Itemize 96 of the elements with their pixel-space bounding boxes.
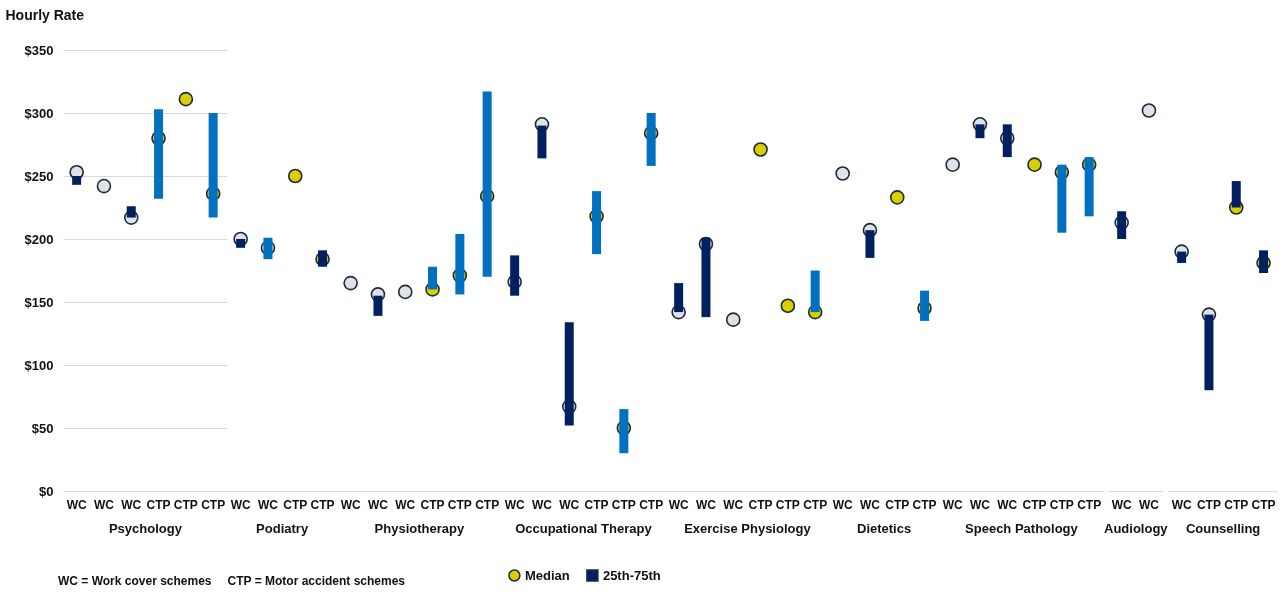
x-tick-label: CTP [912, 497, 937, 512]
point [889, 190, 905, 205]
x-tick-label: CTP [283, 497, 308, 512]
x-tick-label: CTP [1196, 497, 1221, 512]
x-tick-label: WC [230, 497, 251, 512]
x-tick-label: WC [257, 497, 279, 512]
x-tick-label: CTP [310, 497, 335, 512]
bar [428, 266, 438, 290]
x-tick-label: WC [504, 497, 525, 512]
x-axis-title: Physiotherapy [374, 520, 465, 536]
point [835, 166, 850, 181]
bar [72, 176, 82, 185]
x-tick-label: WC [668, 497, 689, 512]
x-tick-label: WC [695, 497, 717, 512]
x-tick-label: WC [1111, 497, 1132, 512]
x-axis-title: Counselling [1185, 520, 1261, 536]
x-axis-title: Psychology [108, 520, 183, 536]
bar [592, 191, 602, 255]
x-tick-label: WC [395, 497, 416, 512]
y-tick-label: $0 [39, 483, 54, 499]
x-tick-label: CTP [611, 497, 636, 512]
text: CTP = Motor accident schemes [227, 574, 406, 588]
bar [1259, 250, 1269, 274]
bar [126, 206, 136, 218]
x-tick-label: CTP [1049, 497, 1074, 512]
point [343, 275, 358, 291]
point [1027, 157, 1042, 172]
x-tick-label: CTP [1077, 497, 1102, 512]
bar [154, 109, 164, 199]
bar [537, 125, 547, 159]
x-tick-label: WC [559, 497, 580, 512]
x-tick-label: CTP [803, 497, 828, 512]
x-tick-label: CTP [748, 497, 773, 512]
y-tick-label: $350 [24, 42, 54, 58]
x-tick-label: CTP [1022, 497, 1047, 512]
x-tick-label: CTP [146, 497, 171, 512]
point [397, 284, 413, 300]
x-tick-label: WC [969, 497, 991, 512]
x-tick-label: CTP [173, 497, 198, 512]
x-tick-label: WC [121, 497, 142, 512]
x-tick-label: WC [832, 497, 853, 512]
point [96, 178, 112, 194]
bar [373, 295, 383, 316]
x-tick-label: WC [997, 497, 1018, 512]
y-tick-label: $50 [31, 420, 54, 436]
point [945, 157, 960, 172]
point [780, 298, 796, 314]
x-tick-label: CTP [475, 497, 500, 512]
x-tick-label: CTP [584, 497, 609, 512]
bar [1231, 181, 1241, 208]
x-axis-title: Audiology [1104, 520, 1169, 536]
x-tick-label: WC [723, 497, 744, 512]
bar [208, 113, 218, 218]
y-tick-label: $250 [24, 168, 54, 184]
bar [510, 255, 520, 296]
y-tick-label: $300 [24, 105, 54, 121]
x-tick-label: WC [859, 497, 881, 512]
x-tick-label: WC [942, 497, 963, 512]
x-tick-label: CTP [639, 497, 664, 512]
y-tick-label: $200 [24, 231, 54, 247]
x-axis-title: Speech Pathology [965, 520, 1079, 536]
x-tick-label: CTP [775, 497, 800, 512]
x-tick-label: CTP [447, 497, 472, 512]
x-tick-label: WC [66, 497, 87, 512]
x-tick-label: WC [367, 497, 389, 512]
bar [1204, 314, 1214, 391]
x-tick-label: CTP [885, 497, 910, 512]
bar [564, 322, 574, 426]
legend-label: Median [524, 567, 570, 583]
x-tick-label: CTP [201, 497, 226, 512]
point [178, 91, 194, 107]
x-tick-label: WC [1138, 497, 1160, 512]
x-tick-label: WC [531, 497, 553, 512]
legend-label: 25th-75th [602, 567, 661, 583]
y-tick-label: $150 [24, 294, 54, 310]
x-axis-title: Exercise Physiology [684, 520, 812, 536]
x-tick-label: WC [340, 497, 361, 512]
bar [482, 91, 492, 277]
bar [646, 113, 656, 166]
x-tick-label: CTP [1224, 497, 1249, 512]
point [753, 142, 768, 157]
bar [619, 409, 629, 454]
x-axis-title: Occupational Therapy [515, 520, 653, 536]
point [725, 312, 741, 327]
y-tick-label: $100 [24, 357, 54, 373]
x-tick-label: CTP [420, 497, 445, 512]
point [287, 168, 303, 184]
bar [1177, 251, 1187, 263]
y-axis-title: Hourly Rate [5, 6, 85, 23]
x-axis-title: Podiatry [256, 520, 309, 536]
bar [455, 233, 465, 295]
x-tick-label: CTP [1251, 497, 1276, 512]
x-axis-title: Dietetics [857, 520, 912, 536]
text: WC = Work cover schemes [58, 574, 212, 588]
x-tick-label: WC [1171, 497, 1192, 512]
x-tick-label: WC [93, 497, 115, 512]
